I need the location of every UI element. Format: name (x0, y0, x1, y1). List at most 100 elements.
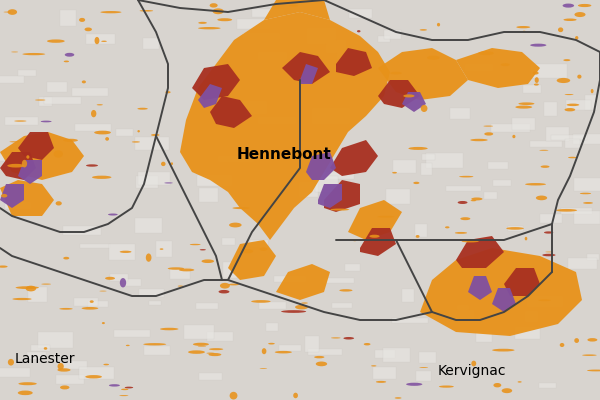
Bar (402, 288, 414, 302)
Bar (544, 102, 557, 116)
Ellipse shape (22, 53, 45, 55)
Bar (135, 137, 169, 150)
Bar (242, 101, 267, 114)
Bar (184, 325, 214, 339)
Ellipse shape (419, 367, 428, 368)
Polygon shape (282, 52, 330, 84)
Ellipse shape (413, 182, 419, 184)
Ellipse shape (390, 72, 402, 74)
Ellipse shape (260, 368, 267, 369)
Ellipse shape (525, 183, 546, 186)
Ellipse shape (416, 235, 419, 238)
Bar (349, 10, 373, 18)
Bar (223, 262, 238, 278)
Bar (0, 154, 32, 161)
Ellipse shape (340, 289, 352, 292)
Polygon shape (468, 276, 492, 300)
Ellipse shape (458, 201, 467, 204)
Ellipse shape (522, 31, 526, 32)
Bar (493, 180, 511, 186)
Ellipse shape (566, 104, 579, 106)
Bar (508, 226, 523, 231)
Bar (551, 135, 587, 140)
Ellipse shape (455, 232, 467, 234)
Bar (38, 332, 73, 348)
Bar (446, 186, 481, 191)
Polygon shape (264, 0, 330, 20)
Ellipse shape (85, 375, 102, 378)
Ellipse shape (218, 290, 229, 294)
Ellipse shape (583, 202, 593, 204)
Ellipse shape (395, 397, 401, 399)
Ellipse shape (8, 9, 17, 15)
Ellipse shape (281, 310, 306, 313)
Polygon shape (0, 184, 24, 208)
Bar (491, 124, 530, 132)
Ellipse shape (376, 381, 386, 383)
Bar (345, 264, 360, 272)
Bar (523, 85, 541, 93)
Bar (56, 375, 84, 384)
Ellipse shape (161, 162, 166, 166)
Ellipse shape (101, 41, 107, 42)
Ellipse shape (151, 134, 160, 136)
Bar (250, 240, 268, 247)
Ellipse shape (471, 198, 482, 200)
Bar (415, 224, 427, 237)
Ellipse shape (275, 351, 292, 354)
Ellipse shape (137, 130, 140, 132)
Ellipse shape (568, 157, 577, 158)
Ellipse shape (544, 231, 553, 234)
Ellipse shape (530, 44, 547, 47)
Bar (39, 97, 52, 106)
Ellipse shape (229, 223, 242, 228)
Bar (566, 100, 592, 110)
Bar (79, 367, 113, 378)
Polygon shape (318, 184, 342, 208)
Bar (393, 160, 416, 173)
Ellipse shape (230, 392, 238, 400)
Ellipse shape (574, 12, 586, 17)
Ellipse shape (403, 94, 415, 98)
Bar (574, 178, 600, 191)
Bar (0, 76, 24, 83)
Ellipse shape (343, 337, 354, 340)
Bar (0, 368, 30, 377)
Ellipse shape (208, 353, 221, 356)
Ellipse shape (512, 135, 515, 138)
Ellipse shape (120, 278, 126, 288)
Polygon shape (378, 80, 420, 108)
Ellipse shape (53, 150, 63, 158)
Ellipse shape (409, 147, 428, 150)
Ellipse shape (60, 386, 70, 390)
Ellipse shape (126, 345, 130, 346)
Ellipse shape (102, 322, 105, 324)
Bar (199, 374, 223, 380)
Bar (305, 336, 319, 352)
Ellipse shape (202, 260, 214, 263)
Polygon shape (300, 64, 318, 84)
Ellipse shape (371, 365, 376, 366)
Ellipse shape (90, 300, 94, 303)
Ellipse shape (220, 283, 230, 288)
Ellipse shape (577, 75, 581, 79)
Ellipse shape (565, 108, 575, 111)
Ellipse shape (515, 106, 532, 109)
Bar (539, 383, 556, 388)
Ellipse shape (58, 363, 64, 370)
Bar (524, 311, 538, 322)
Ellipse shape (120, 251, 131, 253)
Bar (373, 368, 396, 379)
Ellipse shape (18, 390, 33, 395)
Bar (31, 345, 50, 351)
Ellipse shape (406, 383, 422, 386)
Ellipse shape (591, 89, 593, 93)
Polygon shape (324, 180, 360, 212)
Ellipse shape (109, 384, 120, 386)
Ellipse shape (13, 298, 32, 300)
Bar (421, 163, 431, 175)
Ellipse shape (331, 208, 349, 211)
Ellipse shape (461, 240, 479, 242)
Bar (149, 301, 161, 306)
Bar (122, 280, 141, 286)
